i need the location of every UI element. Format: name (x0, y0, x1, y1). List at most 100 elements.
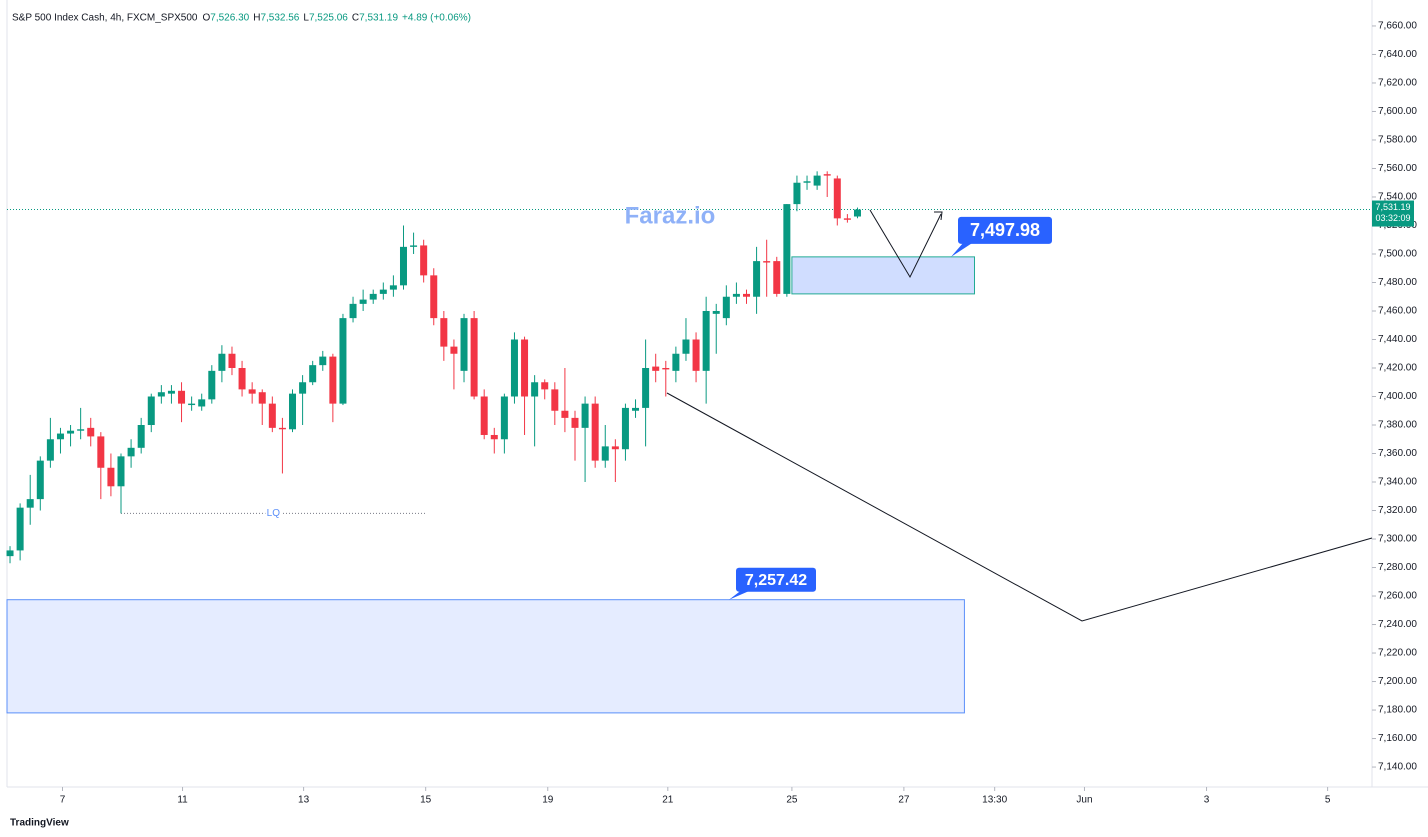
header-key: O (202, 13, 210, 24)
candle-body (732, 293, 740, 297)
x-tick-label: 5 (1325, 795, 1331, 806)
candle-body (783, 204, 791, 294)
x-tick-label: 3 (1204, 795, 1210, 806)
candles (6, 171, 861, 564)
candle-body (440, 318, 448, 347)
candle-body (743, 293, 751, 297)
candle-body (500, 396, 508, 440)
candle-body (843, 218, 851, 220)
candle-body (621, 407, 629, 450)
x-tick-label: 27 (898, 795, 910, 806)
candle-body (238, 367, 246, 390)
y-tick-label: 7,240.00 (1378, 619, 1417, 630)
y-tick-label: 7,540.00 (1378, 192, 1417, 203)
candle-body (16, 507, 24, 551)
candle-body (541, 382, 549, 390)
candle-body (369, 293, 377, 300)
zone-label: 7,257.42 (745, 572, 807, 589)
candle-body (228, 353, 236, 368)
candle-body (531, 382, 539, 397)
candle-body (157, 392, 165, 397)
projection-path (869, 209, 942, 279)
candle-body (460, 318, 468, 371)
candle-body (672, 353, 680, 371)
zone-pointer (729, 589, 752, 600)
candle-body (490, 434, 498, 440)
candle-body (662, 367, 670, 370)
candle-body (359, 299, 367, 304)
header-change: +4.89 (+0.06%) (402, 13, 471, 24)
candle-body (510, 339, 518, 397)
x-tick-label: Jun (1076, 795, 1092, 806)
zone-label-box (736, 567, 816, 592)
candle-body (349, 303, 357, 319)
header-symbol: S&P 500 Index Cash, 4h, FXCM_SPX500 (12, 13, 198, 24)
candle-body (833, 178, 841, 219)
countdown: 03:32:09 (1375, 213, 1410, 223)
candle-body (46, 439, 54, 461)
candle-body (198, 399, 206, 407)
x-tick-label: 21 (662, 795, 674, 806)
candle-body (420, 245, 428, 276)
header-key: C (352, 13, 359, 24)
x-tick-label: 11 (177, 795, 188, 806)
y-tick-label: 7,280.00 (1378, 562, 1417, 573)
zone-label: 7,497.98 (970, 220, 1040, 240)
y-tick-label: 7,560.00 (1378, 163, 1417, 174)
candle-body (137, 425, 145, 448)
zone-label-box (958, 216, 1052, 244)
header-value: 7,525.06 (309, 13, 348, 24)
candle-body (652, 366, 660, 371)
x-tick-label: 13 (298, 795, 310, 806)
candle-body (480, 396, 488, 435)
zone-box (791, 256, 976, 295)
candle-body (299, 382, 307, 394)
candle-body (77, 429, 85, 431)
y-tick-label: 7,400.00 (1378, 391, 1417, 402)
candle-body (682, 339, 690, 354)
x-tick-label: 25 (786, 795, 798, 806)
candle-body (450, 346, 458, 354)
y-tick-label: 7,220.00 (1378, 648, 1417, 659)
y-tick-label: 7,140.00 (1378, 762, 1417, 773)
projection-arrowhead (934, 211, 943, 221)
y-tick-label: 7,340.00 (1378, 477, 1417, 488)
y-tick-label: 7,320.00 (1378, 505, 1417, 516)
candle-body (611, 446, 619, 450)
candle-body (823, 174, 831, 176)
y-tick-label: 7,460.00 (1378, 306, 1417, 317)
candle-body (803, 181, 811, 183)
last-price-tag (1372, 200, 1414, 227)
y-tick-label: 7,440.00 (1378, 334, 1417, 345)
candle-body (753, 261, 761, 297)
candle-body (339, 318, 347, 404)
y-tick-label: 7,160.00 (1378, 733, 1417, 744)
candle-body (36, 460, 44, 500)
header-key: L (303, 13, 309, 24)
y-tick-label: 7,580.00 (1378, 135, 1417, 146)
candle-body (692, 339, 700, 371)
candle-body (399, 246, 407, 286)
candle-body (56, 433, 64, 440)
candle-body (551, 389, 559, 411)
x-tick-label: 13:30 (982, 795, 1007, 806)
y-tick-label: 7,260.00 (1378, 591, 1417, 602)
zone-pointer (951, 241, 974, 257)
header-value: 7,532.56 (260, 13, 299, 24)
candle-body (853, 209, 861, 217)
candle-body (117, 456, 125, 487)
zones: LQ Faraz.io (6, 202, 1372, 714)
candle-body (87, 427, 95, 437)
candle-body (67, 430, 75, 434)
candle-body (410, 245, 418, 247)
candle-body (208, 370, 216, 400)
candle-body (127, 447, 135, 457)
candle-body (178, 390, 186, 404)
zone-box (6, 599, 965, 714)
candle-body (107, 467, 115, 487)
y-tick-label: 7,480.00 (1378, 277, 1417, 288)
header-value: 7,531.19 (359, 13, 398, 24)
candle-body (722, 296, 730, 319)
candle-body (793, 182, 801, 205)
